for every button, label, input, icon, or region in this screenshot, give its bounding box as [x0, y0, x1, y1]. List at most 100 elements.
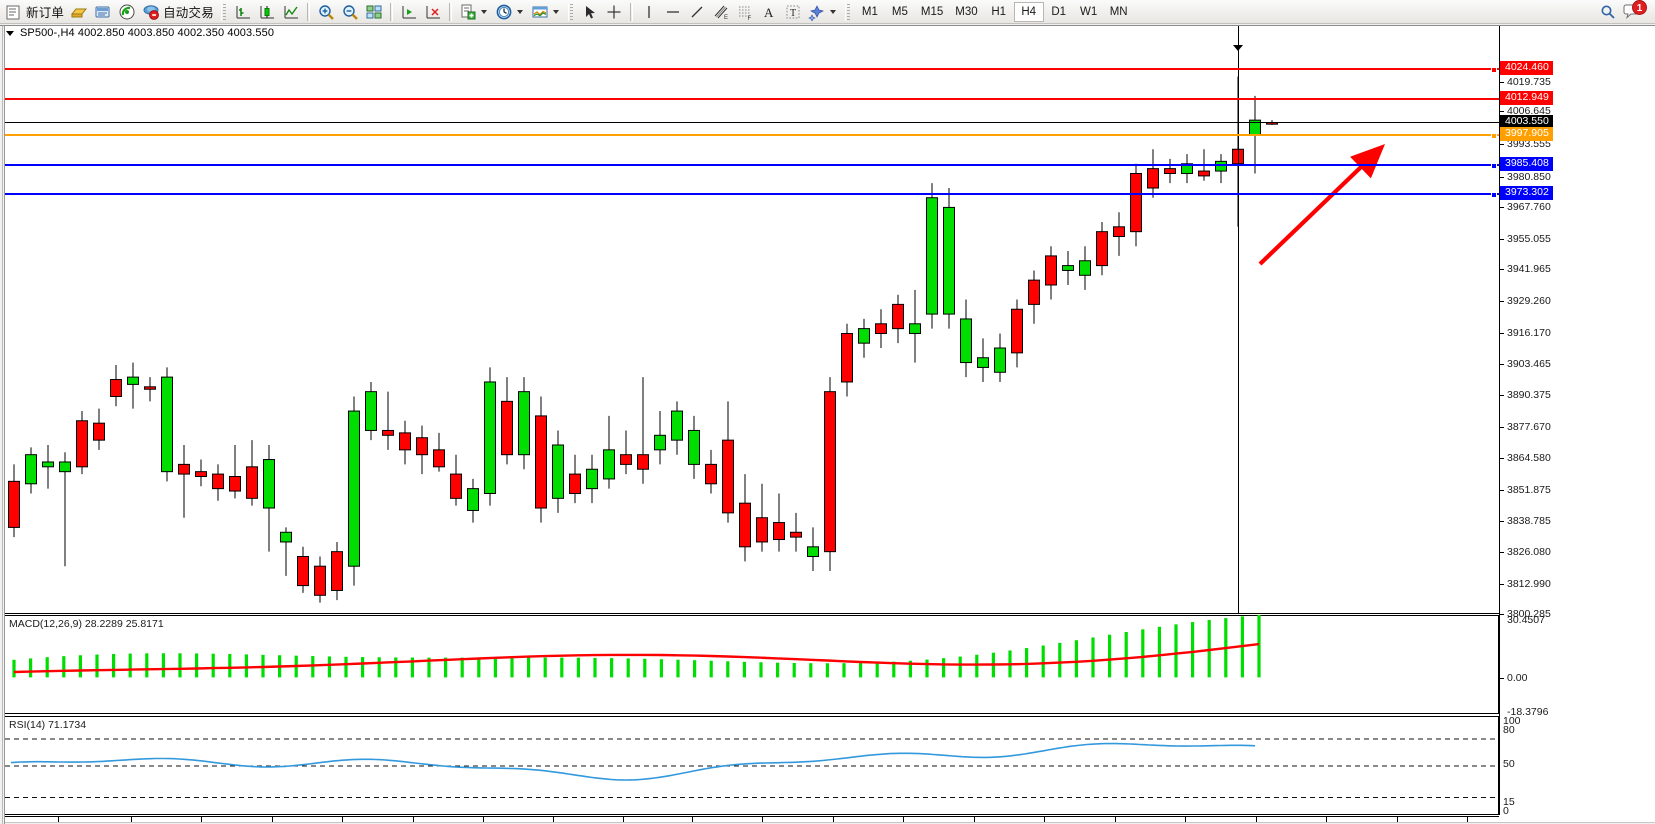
zoom-in-button[interactable] [314, 1, 338, 23]
period-button[interactable] [492, 1, 528, 23]
svg-text:E: E [724, 15, 728, 21]
templates-chevron-down-icon[interactable] [552, 9, 559, 14]
text-icon: A [760, 3, 778, 21]
price-level-label-red[interactable]: 4012.949 [1500, 91, 1553, 105]
macd-tick: -18.3796 [1507, 706, 1549, 718]
equidistant-channel-button[interactable]: E [709, 1, 733, 23]
price-level-handle[interactable] [1491, 192, 1497, 198]
timeframe-h4-button[interactable]: H4 [1013, 1, 1044, 22]
auto-trading-button[interactable]: 自动交易 [139, 1, 217, 23]
period-chevron-down-icon[interactable] [516, 9, 523, 14]
vertical-cursor-arrow-icon [1233, 45, 1243, 51]
price-level-handle[interactable] [1491, 163, 1497, 169]
timeframe-m30-button[interactable]: M30 [955, 5, 978, 18]
indicators-icon [459, 3, 477, 21]
timeframe-m15-button[interactable]: M15 [920, 5, 944, 18]
shapes-button[interactable] [805, 1, 841, 23]
chart-menu-chevron-down-icon[interactable] [6, 30, 14, 36]
crosshair-icon [605, 3, 623, 21]
price-level-handle[interactable] [1491, 133, 1497, 139]
toolbar-grip-2[interactable] [567, 2, 574, 21]
window-left-edge [0, 26, 5, 824]
time-tick-mark [1256, 817, 1257, 823]
indicators-chevron-down-icon[interactable] [480, 9, 487, 14]
rsi-pane[interactable]: RSI(14) 71.1734 [5, 716, 1499, 815]
zoom-out-button[interactable] [338, 1, 362, 23]
tile-windows-button[interactable] [362, 1, 386, 23]
equidistant-channel-icon: E [712, 3, 730, 21]
price-level-line-4003-550[interactable] [5, 122, 1499, 123]
toolbar-grip-3[interactable] [844, 2, 851, 21]
timeframe-mn-button[interactable]: MN [1109, 5, 1128, 18]
time-tick-mark [833, 817, 834, 823]
price-level-label-blue[interactable]: 3985.408 [1500, 157, 1553, 171]
time-tick-mark [762, 817, 763, 823]
shapes-chevron-down-icon[interactable] [829, 9, 836, 14]
main-toolbar: 新订单 [0, 0, 1655, 24]
time-tick-mark [1185, 817, 1186, 823]
price-level-label-red[interactable]: 4024.460 [1500, 61, 1553, 75]
time-tick-mark [131, 817, 132, 823]
vertical-line-button[interactable] [637, 1, 661, 23]
toolbar-separator-3 [448, 2, 452, 21]
rsi-tick: 50 [1503, 758, 1515, 770]
timeframe-d1-button[interactable]: D1 [1051, 5, 1067, 18]
crosshair-button[interactable] [602, 1, 626, 23]
horizontal-line-button[interactable] [661, 1, 685, 23]
search-icon[interactable] [1599, 3, 1617, 21]
text-button[interactable]: A [757, 1, 781, 23]
templates-button[interactable] [528, 1, 564, 23]
toolbar-grip-1[interactable] [220, 2, 227, 21]
text-label-icon: T [784, 3, 802, 21]
price-pane[interactable] [5, 26, 1499, 614]
terminal-button[interactable] [91, 1, 115, 23]
toolbar-separator-1 [306, 2, 310, 21]
trend-line-button[interactable] [685, 1, 709, 23]
candlestick-chart-icon [258, 3, 276, 21]
toolbar-right-group: 1 [1599, 0, 1653, 22]
cursor-button[interactable] [578, 1, 602, 23]
price-level-label-black[interactable]: 4003.550 [1500, 115, 1553, 129]
toolbar-separator-2 [389, 2, 393, 21]
chart-annotations[interactable] [5, 26, 1499, 614]
zoom-out-icon [341, 3, 359, 21]
line-chart-button[interactable] [279, 1, 303, 23]
candlestick-series [8, 76, 1278, 603]
price-level-line-3997-905[interactable] [5, 133, 1499, 139]
price-level-line-4024-460[interactable] [5, 67, 1499, 73]
fibonacci-button[interactable]: F [733, 1, 757, 23]
price-tick: 3929.260 [1500, 295, 1551, 307]
macd-label: MACD(12,26,9) 28.2289 25.8171 [9, 618, 167, 630]
bar-chart-button[interactable] [231, 1, 255, 23]
text-label-button[interactable]: T [781, 1, 805, 23]
symbol-header: SP500-,H4 4002.850 4003.850 4002.350 400… [0, 26, 274, 40]
price-level-line-3985-408[interactable] [5, 163, 1499, 169]
indicators-button[interactable] [456, 1, 492, 23]
candlestick-chart-button[interactable] [255, 1, 279, 23]
timeframe-m5-button[interactable]: M5 [891, 5, 908, 18]
time-tick-mark [553, 817, 554, 823]
macd-pane[interactable]: MACD(12,26,9) 28.2289 25.8171 [5, 614, 1499, 714]
price-level-line-4012-949[interactable] [5, 98, 1499, 100]
price-tick: 3851.875 [1500, 484, 1551, 496]
notification-bubble-icon[interactable]: 1 [1623, 0, 1647, 22]
time-tick-mark [272, 817, 273, 823]
price-level-handle[interactable] [1491, 67, 1497, 73]
price-level-line-3973-302[interactable] [5, 192, 1499, 198]
time-tick-mark [1115, 817, 1116, 823]
horizontal-line-icon [664, 3, 682, 21]
signal-button[interactable] [115, 1, 139, 23]
auto-scroll-button[interactable] [421, 1, 445, 23]
price-level-label-orange[interactable]: 3997.905 [1500, 127, 1553, 141]
price-axis[interactable]: 4019.735 4006.645 3993.555 3980.850 3967.760… [1499, 26, 1655, 817]
timeframe-m1-button[interactable]: M1 [861, 5, 878, 18]
svg-text:F: F [747, 16, 751, 21]
timeframe-h1-button[interactable]: H1 [991, 5, 1007, 18]
chart-shift-button[interactable] [397, 1, 421, 23]
price-level-label-blue[interactable]: 3973.302 [1500, 186, 1553, 200]
timeframe-w1-button[interactable]: W1 [1080, 5, 1098, 18]
gold-bar-button[interactable] [67, 1, 91, 23]
time-axis[interactable]: 22 Dec 202223 Dec 12:0027 Dec 00:0027 De… [5, 816, 1499, 824]
new-order-button[interactable]: 新订单 [2, 1, 67, 23]
